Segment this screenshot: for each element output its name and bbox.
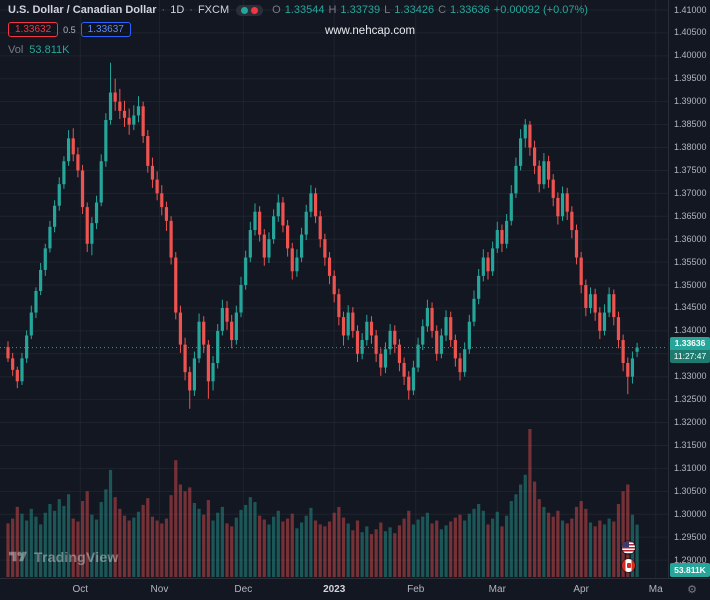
price-tick-label: 1.31000 bbox=[674, 462, 707, 473]
buy-button[interactable]: 1.33637 bbox=[80, 22, 131, 37]
close-value: 1.33636 bbox=[450, 4, 490, 16]
high-label: H bbox=[328, 4, 337, 16]
bid-ask-row: 1.33632 0.5 1.33637 bbox=[8, 22, 588, 37]
canada-event-flag-icon[interactable] bbox=[622, 559, 635, 572]
tradingview-logo-text: TradingView bbox=[34, 549, 119, 565]
tradingview-logo[interactable]: TradingView bbox=[9, 549, 118, 565]
site-watermark: www.nehcap.com bbox=[324, 25, 416, 37]
buy-sell-toggle[interactable] bbox=[236, 4, 264, 16]
price-tick-label: 1.32000 bbox=[674, 417, 707, 428]
price-tick-label: 1.33000 bbox=[674, 371, 707, 382]
separator: · bbox=[161, 4, 166, 16]
price-tick-label: 1.31500 bbox=[674, 439, 707, 450]
price-tick-label: 1.41000 bbox=[674, 4, 707, 15]
price-tick-label: 1.39000 bbox=[674, 96, 707, 107]
price-tick-label: 1.30000 bbox=[674, 508, 707, 519]
price-tick-label: 1.35000 bbox=[674, 279, 707, 290]
price-tick-label: 1.40500 bbox=[674, 27, 707, 38]
last-price-value: 1.33636 bbox=[670, 336, 710, 350]
time-tick-label: Ma bbox=[648, 584, 663, 595]
sell-button[interactable]: 1.33632 bbox=[8, 22, 59, 37]
price-tick-label: 1.37000 bbox=[674, 187, 707, 198]
open-value: 1.33544 bbox=[284, 4, 325, 16]
price-tick-label: 1.30500 bbox=[674, 485, 707, 496]
change-value: +0.00092 (+0.07%) bbox=[493, 4, 588, 16]
time-tick-label: 2023 bbox=[323, 584, 346, 595]
last-price-badge: 1.33636 11:27:47 bbox=[670, 336, 710, 363]
spread-value: 0.5 bbox=[63, 24, 76, 35]
price-tick-label: 1.29000 bbox=[674, 554, 707, 565]
price-tick-label: 1.34000 bbox=[674, 325, 707, 336]
price-tick-label: 1.36500 bbox=[674, 210, 707, 221]
price-tick-label: 1.38000 bbox=[674, 142, 707, 153]
price-tick-label: 1.29500 bbox=[674, 531, 707, 542]
bar-countdown: 11:27:47 bbox=[670, 349, 710, 363]
tradingview-logo-icon bbox=[9, 551, 27, 562]
price-tick-label: 1.36000 bbox=[674, 233, 707, 244]
candlestick-chart[interactable] bbox=[0, 0, 668, 578]
close-label: C bbox=[438, 4, 447, 16]
time-tick-label: Nov bbox=[150, 584, 169, 595]
maple-leaf-icon bbox=[626, 563, 631, 568]
price-tick-label: 1.37500 bbox=[674, 164, 707, 175]
ohlc-readout: O 1.33544 H 1.33739 L 1.33426 C 1.33636 +0.0… bbox=[272, 4, 588, 16]
low-value: 1.33426 bbox=[394, 4, 435, 16]
symbol-title[interactable]: U.S. Dollar / Canadian Dollar bbox=[8, 4, 157, 16]
time-tick-label: Feb bbox=[407, 584, 425, 595]
volume-row: Vol 53.811K bbox=[8, 44, 588, 56]
high-value: 1.33739 bbox=[340, 4, 381, 16]
gear-icon[interactable]: ⚙ bbox=[687, 584, 697, 596]
price-tick-label: 1.34500 bbox=[674, 302, 707, 313]
time-axis[interactable]: ⚙ Oct Nov Dec 2023 Feb Mar Apr Ma bbox=[0, 578, 710, 600]
time-tick-label: Mar bbox=[488, 584, 506, 595]
price-axis[interactable]: 1.33636 11:27:47 53.811K 1.41000 1.40500 1… bbox=[668, 0, 710, 578]
price-tick-label: 1.35500 bbox=[674, 256, 707, 267]
low-label: L bbox=[384, 4, 391, 16]
price-tick-label: 1.39500 bbox=[674, 73, 707, 84]
open-label: O bbox=[272, 4, 281, 16]
price-tick-label: 1.38500 bbox=[674, 119, 707, 130]
price-tick-label: 1.32500 bbox=[674, 394, 707, 405]
volume-axis-badge: 53.811K bbox=[670, 563, 710, 577]
legend-title-row: U.S. Dollar / Canadian Dollar · 1D · FXC… bbox=[8, 4, 588, 16]
symbol-legend: U.S. Dollar / Canadian Dollar · 1D · FXC… bbox=[8, 4, 588, 56]
separator: · bbox=[189, 4, 193, 16]
time-tick-label: Oct bbox=[72, 584, 88, 595]
time-tick-label: Apr bbox=[573, 584, 589, 595]
price-tick-label: 1.28500 bbox=[674, 578, 707, 579]
us-flag-canton bbox=[622, 541, 629, 547]
green-dot-icon bbox=[241, 6, 249, 14]
time-tick-label: Dec bbox=[234, 584, 253, 595]
us-event-flag-icon[interactable] bbox=[622, 541, 635, 554]
price-tick-label: 1.40000 bbox=[674, 50, 707, 61]
red-dot-icon bbox=[251, 6, 259, 14]
volume-value: 53.811K bbox=[29, 44, 70, 56]
exchange-label[interactable]: FXCM bbox=[197, 4, 230, 16]
volume-label[interactable]: Vol bbox=[8, 44, 24, 56]
interval-label[interactable]: 1D bbox=[170, 4, 185, 16]
